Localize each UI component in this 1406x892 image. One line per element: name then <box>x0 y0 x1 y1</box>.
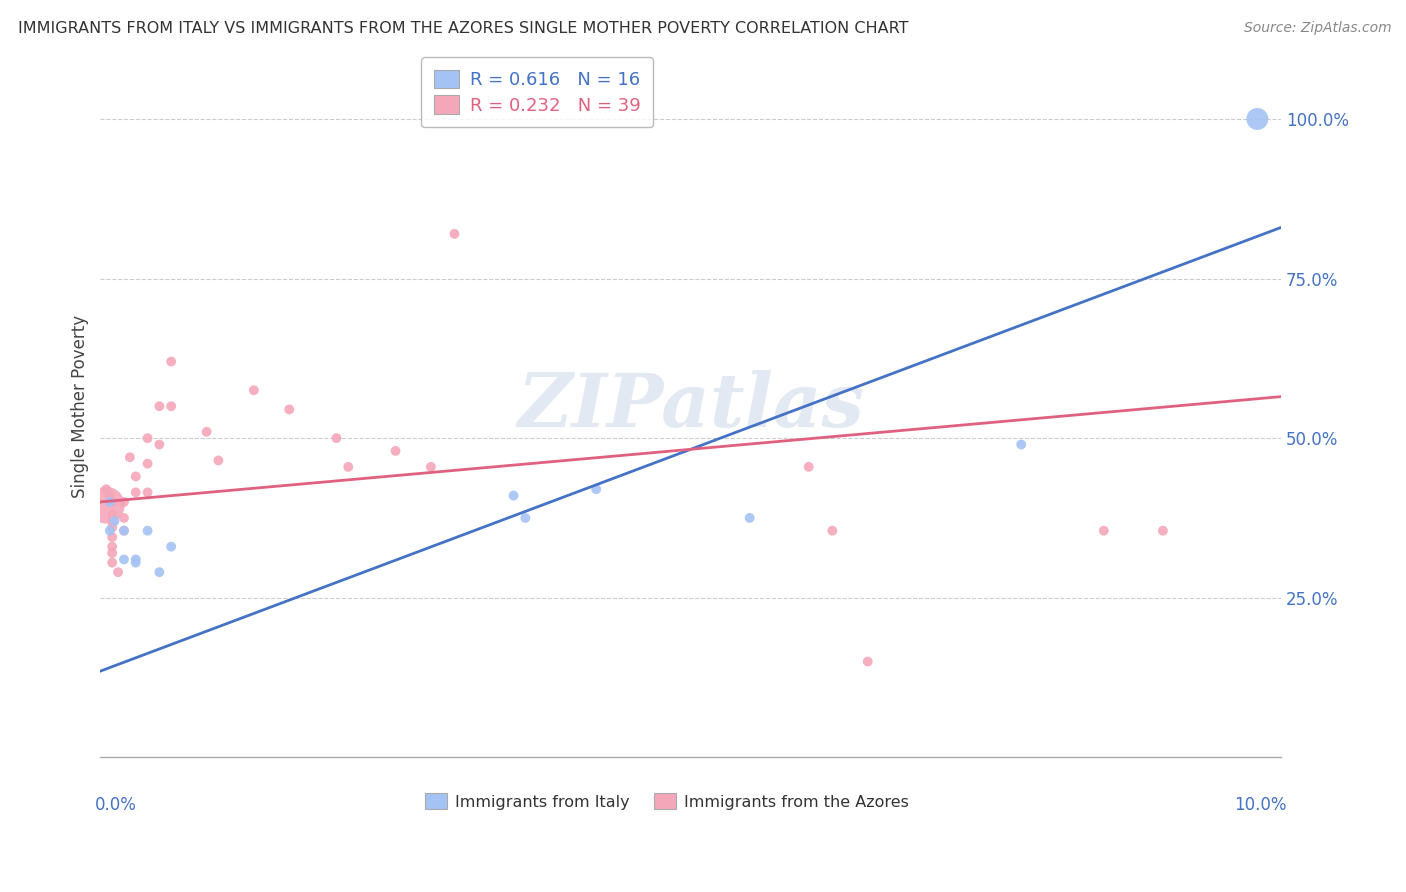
Point <box>1152 524 1174 538</box>
Text: 10.0%: 10.0% <box>1234 796 1286 814</box>
Point <box>243 384 266 398</box>
Point <box>101 514 124 528</box>
Y-axis label: Single Mother Poverty: Single Mother Poverty <box>72 315 89 498</box>
Point <box>1092 524 1115 538</box>
Point <box>101 520 124 534</box>
Point <box>101 546 124 560</box>
Point <box>101 508 124 522</box>
Point <box>103 514 125 528</box>
Point <box>160 540 183 554</box>
Point <box>148 565 170 579</box>
Text: Source: ZipAtlas.com: Source: ZipAtlas.com <box>1244 21 1392 35</box>
Point <box>112 524 135 538</box>
Point <box>118 450 141 465</box>
Point <box>797 459 820 474</box>
Legend: Immigrants from Italy, Immigrants from the Azores: Immigrants from Italy, Immigrants from t… <box>419 787 915 816</box>
Point <box>98 489 121 503</box>
Point <box>160 354 183 368</box>
Point <box>195 425 218 439</box>
Point <box>585 482 607 496</box>
Point <box>419 459 441 474</box>
Point <box>515 511 537 525</box>
Point <box>125 469 148 483</box>
Point <box>160 399 183 413</box>
Point <box>98 524 121 538</box>
Text: 0.0%: 0.0% <box>94 796 136 814</box>
Text: IMMIGRANTS FROM ITALY VS IMMIGRANTS FROM THE AZORES SINGLE MOTHER POVERTY CORREL: IMMIGRANTS FROM ITALY VS IMMIGRANTS FROM… <box>18 21 908 36</box>
Point <box>125 552 148 566</box>
Point <box>112 495 135 509</box>
Point <box>136 457 159 471</box>
Text: ZIPatlas: ZIPatlas <box>517 370 865 442</box>
Point <box>337 459 360 474</box>
Point <box>738 511 761 525</box>
Point <box>101 556 124 570</box>
Point <box>101 495 124 509</box>
Point <box>1010 437 1032 451</box>
Point <box>112 511 135 525</box>
Point <box>125 485 148 500</box>
Point <box>112 552 135 566</box>
Point <box>101 540 124 554</box>
Point <box>443 227 465 241</box>
Point <box>502 489 524 503</box>
Point <box>278 402 301 417</box>
Point <box>207 453 229 467</box>
Point <box>821 524 844 538</box>
Point <box>1246 112 1268 126</box>
Point <box>96 498 118 512</box>
Point <box>148 399 170 413</box>
Point <box>384 443 406 458</box>
Point <box>856 655 879 669</box>
Point <box>125 556 148 570</box>
Point <box>107 565 129 579</box>
Point <box>112 524 135 538</box>
Point <box>98 495 121 509</box>
Point <box>148 437 170 451</box>
Point <box>101 530 124 544</box>
Point <box>136 485 159 500</box>
Point <box>96 482 118 496</box>
Point <box>325 431 347 445</box>
Point <box>136 431 159 445</box>
Point <box>136 524 159 538</box>
